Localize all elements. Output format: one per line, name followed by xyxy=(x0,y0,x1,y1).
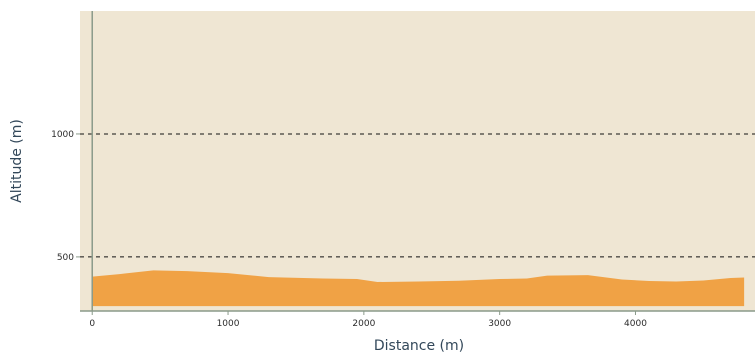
tick-layer: 0 1000 2000 3000 4000 500 1000 xyxy=(51,130,647,329)
y-axis-title: Altitude (m) xyxy=(9,119,25,203)
y-tick-label-1000: 1000 xyxy=(51,130,74,140)
x-tick-label-2000: 2000 xyxy=(352,319,375,329)
x-tick-label-3000: 3000 xyxy=(488,319,511,329)
x-axis-title: Distance (m) xyxy=(374,338,464,354)
x-tick-label-0: 0 xyxy=(89,319,95,329)
plot-background xyxy=(80,11,755,311)
axis-layer xyxy=(80,11,755,312)
x-tick-label-4000: 4000 xyxy=(624,319,647,329)
altitude-area xyxy=(92,270,745,307)
y-tick-label-500: 500 xyxy=(57,253,74,263)
grid-layer xyxy=(80,133,755,258)
x-tick-label-1000: 1000 xyxy=(217,319,240,329)
area-layer xyxy=(92,270,745,307)
